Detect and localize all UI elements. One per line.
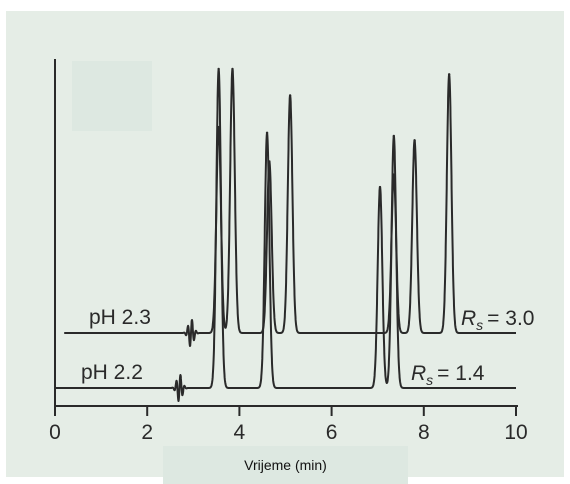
rs-symbol: R — [411, 362, 426, 385]
x-tick-label-2: 2 — [141, 421, 153, 444]
peak-point-s0-p5 — [413, 139, 416, 142]
peak-point-s0-p3 — [288, 94, 292, 97]
trace-ph-2-2 — [54, 68, 517, 402]
rs-subscript: s — [426, 372, 433, 388]
rs-value: = 3.0 — [487, 307, 534, 330]
resolution-label-ph-2-3: Rs = 3.0 — [461, 307, 534, 333]
peak-point-s1-p1 — [265, 131, 269, 134]
x-tick-label-10: 10 — [504, 421, 527, 444]
series-label-ph-2-3: pH 2.3 — [89, 306, 151, 329]
peak-point-s1-p2 — [378, 185, 382, 189]
resolution-label-ph-2-2: Rs = 1.4 — [411, 362, 485, 388]
rs-subscript: s — [476, 317, 483, 333]
peak-point-s0-p1 — [231, 67, 234, 71]
axes — [54, 59, 518, 416]
x-tick-label-0: 0 — [49, 421, 61, 444]
x-tick-label-6: 6 — [326, 421, 338, 444]
rs-value: = 1.4 — [437, 362, 485, 385]
rs-symbol: R — [461, 307, 476, 330]
peak-point-s1-p0 — [217, 67, 220, 71]
series-label-ph-2-2: pH 2.2 — [81, 361, 143, 384]
peak-point-s0-p6 — [447, 73, 451, 76]
traces — [54, 67, 517, 402]
decorative-panel — [72, 61, 152, 131]
x-tick-label-4: 4 — [234, 421, 246, 444]
x-axis-label: Vrijeme (min) — [163, 446, 408, 484]
x-tick-label-8: 8 — [418, 421, 430, 444]
peak-point-s1-p3 — [392, 134, 396, 138]
chromatogram-figure: 0 2 4 6 8 10 pH 2.3 Rs = 3.0 pH 2.2 Rs = 1.4 — [6, 11, 564, 477]
